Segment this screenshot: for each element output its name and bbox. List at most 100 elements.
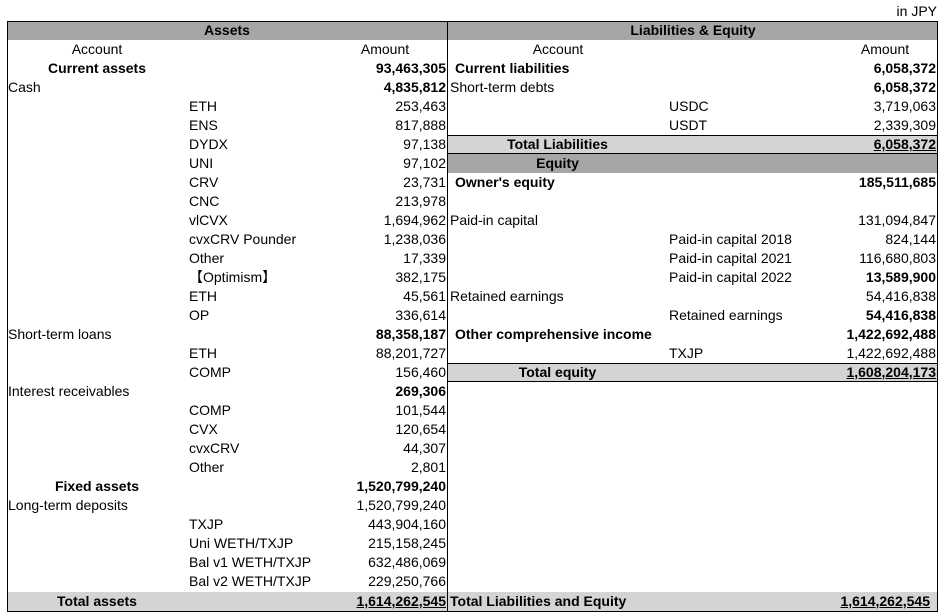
total-top-border [448, 363, 937, 364]
liabilities-group-amount: 6,058,372 [873, 79, 936, 95]
assets-row: Interest receivables 269,306 [0, 382, 947, 401]
assets-item-amount: 156,460 [395, 364, 446, 380]
liabilities-row: USDC 3,719,063 [0, 97, 947, 116]
assets-item-label: cvxCRV Pounder [189, 231, 297, 247]
liabilities-row: Retained earnings 54,416,838 [0, 306, 947, 325]
liabilities-row: Current liabilities 6,058,372 [0, 59, 947, 78]
assets-item-label: Bal v2 WETH/TXJP [189, 573, 312, 589]
assets-amount-column-header: Amount [360, 41, 410, 57]
liabilities-group-amount: 131,094,847 [858, 212, 936, 228]
assets-row: cvxCRV 44,307 [0, 439, 947, 458]
assets-item-amount: 817,888 [395, 117, 446, 133]
liabilities-row: Paid-in capital 2018 824,144 [0, 230, 947, 249]
assets-group-amount: 88,358,187 [375, 326, 446, 342]
assets-header: Assets [204, 22, 250, 38]
liabilities-section-amount: 1,422,692,488 [846, 326, 936, 342]
total-top-border [448, 135, 937, 136]
assets-item-amount: 17,339 [403, 250, 446, 266]
liabilities-section-label: Other comprehensive income [455, 326, 652, 342]
assets-item-label: ETH [189, 98, 217, 114]
assets-item-label: CRV [189, 174, 219, 190]
assets-item-amount: 229,250,766 [368, 573, 446, 589]
assets-row: Short-term loans 88,358,187 [0, 325, 947, 344]
liabilities-item-label: TXJP [669, 345, 704, 361]
liabilities-row: Paid-in capital 2022 13,589,900 [0, 268, 947, 287]
assets-item-amount: 443,904,160 [368, 516, 446, 532]
assets-item-label: TXJP [189, 516, 224, 532]
liabilities-row: Paid-in capital 2021 116,680,803 [0, 249, 947, 268]
assets-row: UNI 97,102 [0, 154, 947, 173]
assets-row: CVX 120,654 [0, 420, 947, 439]
total-band [448, 363, 937, 382]
assets-row: COMP 101,544 [0, 401, 947, 420]
assets-item-amount: 45,561 [403, 288, 446, 304]
liabilities-item-label: Paid-in capital 2021 [669, 250, 792, 266]
liabilities-item-label: USDT [669, 117, 708, 133]
assets-section-amount: 93,463,305 [375, 60, 446, 76]
liabilities-section-amount: 6,058,372 [873, 60, 936, 76]
liabilities-group-amount: 54,416,838 [865, 288, 936, 304]
liabilities-row: Total Liabilities 6,058,372 [0, 135, 947, 154]
assets-group-amount: 4,835,812 [383, 79, 446, 95]
assets-row: Current assets 93,463,305 [0, 59, 947, 78]
liabilities-amount-column-header: Amount [860, 41, 910, 57]
assets-item-amount: 97,138 [403, 136, 446, 152]
assets-item-amount: 88,201,727 [375, 345, 446, 361]
assets-group-label: Long-term deposits [8, 497, 128, 513]
grand-total-row: Total assets 1,614,262,545 Total Liabili… [0, 592, 947, 611]
equity-band [448, 154, 937, 173]
assets-section-label: Current assets [47, 60, 147, 76]
liabilities-total-label: Total equity [518, 364, 597, 380]
assets-item-label: Uni WETH/TXJP [189, 535, 294, 551]
border-top [7, 21, 938, 22]
liabilities-section-label: Owner's equity [455, 174, 555, 190]
assets-group-amount: 269,306 [395, 383, 446, 399]
assets-row: OP 336,614 [0, 306, 947, 325]
assets-item-label: COMP [189, 402, 231, 418]
assets-item-amount: 253,463 [395, 98, 446, 114]
assets-item-amount: 97,102 [403, 155, 446, 171]
assets-item-amount: 120,654 [395, 421, 446, 437]
assets-row: CRV 23,731 [0, 173, 947, 192]
assets-item-label: Other [189, 250, 225, 266]
liabilities-item-label: Retained earnings [669, 307, 783, 323]
liabilities-row: Paid-in capital 131,094,847 [0, 211, 947, 230]
liabilities-row: Total equity 1,608,204,173 [0, 363, 947, 382]
liabilities-item-amount: 54,416,838 [865, 307, 936, 323]
assets-row: Bal v1 WETH/TXJP 632,486,069 [0, 553, 947, 572]
liabilities-row: Retained earnings 54,416,838 [0, 287, 947, 306]
assets-item-amount: 336,614 [395, 307, 446, 323]
total-assets-label: Total assets [57, 593, 137, 609]
assets-row: Long-term deposits 1,520,799,240 [0, 496, 947, 515]
liabilities-row: Other comprehensive income 1,422,692,488 [0, 325, 947, 344]
liabilities-total-amount: 6,058,372 [873, 136, 936, 152]
liabilities-total-label: Total Liabilities [507, 136, 608, 152]
liabilities-total-amount: 1,608,204,173 [846, 364, 936, 380]
assets-row: CNC 213,978 [0, 192, 947, 211]
assets-item-amount: 215,158,245 [368, 535, 446, 551]
liabilities-account-column-header: Account [532, 41, 584, 57]
liabilities-item-amount: 824,144 [885, 231, 936, 247]
assets-item-label: COMP [189, 364, 231, 380]
liabilities-row: TXJP 1,422,692,488 [0, 344, 947, 363]
assets-item-label: vlCVX [189, 212, 228, 228]
assets-item-label: 【Optimism】 [189, 269, 277, 285]
total-bottom-border [448, 153, 937, 154]
assets-row: vlCVX 1,694,962 [0, 211, 947, 230]
assets-row: ETH 45,561 [0, 287, 947, 306]
total-liabilities-equity-label: Total Liabilities and Equity [450, 593, 627, 609]
assets-item-amount: 101,544 [395, 402, 446, 418]
liabilities-item-label: USDC [669, 98, 709, 114]
assets-row: COMP 156,460 [0, 363, 947, 382]
border-bottom [7, 611, 938, 612]
assets-item-amount: 213,978 [395, 193, 446, 209]
liabilities-group-label: Retained earnings [450, 288, 564, 304]
total-band [448, 135, 937, 154]
assets-row: 【Optimism】 382,175 [0, 268, 947, 287]
currency-note: in JPY [896, 3, 937, 19]
assets-group-label: Cash [8, 79, 41, 95]
assets-item-label: UNI [189, 155, 214, 171]
liabilities-item-amount: 2,339,309 [873, 117, 936, 133]
liabilities-section-label: Current liabilities [455, 60, 570, 76]
assets-section-amount: 1,520,799,240 [356, 478, 446, 494]
